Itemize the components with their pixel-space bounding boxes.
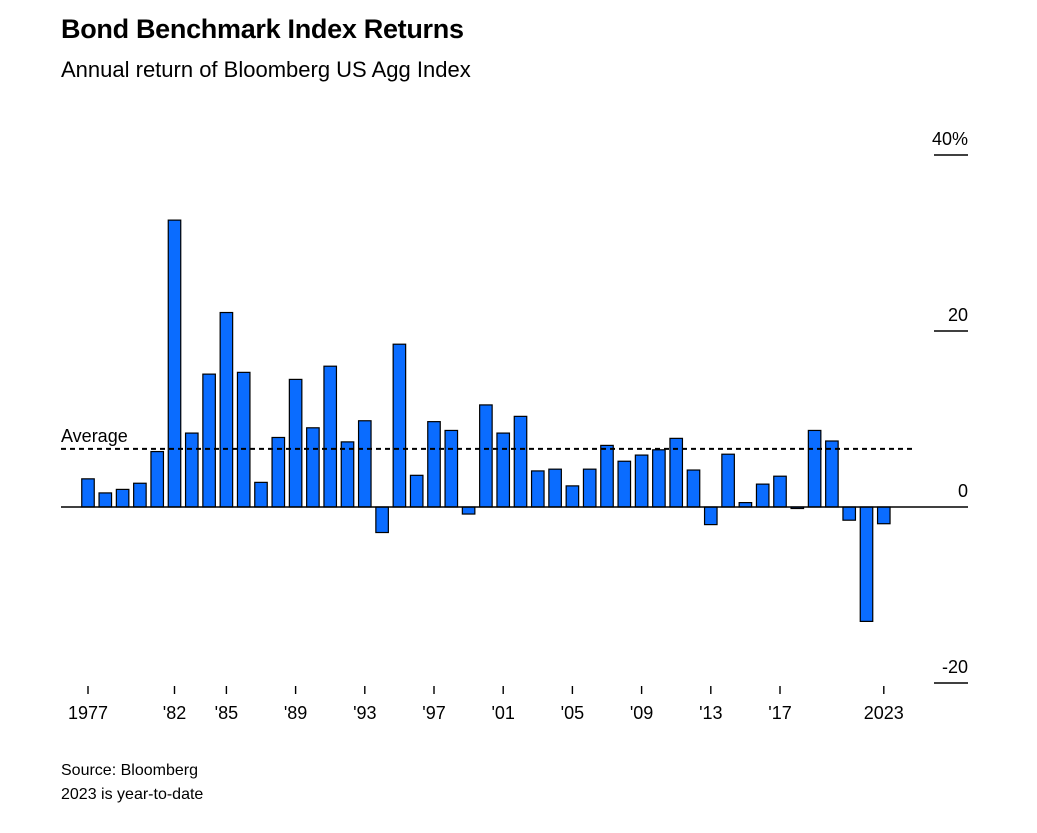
bar-1992 [340, 441, 355, 508]
x-tick-label: 2023 [864, 703, 904, 723]
ytd-note: 2023 is year-to-date [61, 786, 204, 803]
x-tick-label: '01 [491, 703, 514, 723]
bar-1978 [98, 492, 113, 508]
x-tick-label: '13 [699, 703, 722, 723]
bar-1996 [409, 474, 424, 508]
bar-1984 [202, 373, 216, 508]
bar-2012 [686, 469, 701, 508]
bar-1981 [150, 450, 165, 508]
y-tick-label: 40% [932, 129, 968, 149]
bar-2013 [703, 506, 718, 526]
x-tick-label: '97 [422, 703, 445, 723]
bar-1977 [81, 478, 95, 508]
x-tick-label: '85 [215, 703, 238, 723]
x-tick-label: '05 [561, 703, 584, 723]
bar-1990 [306, 427, 320, 508]
x-tick-label: 1977 [68, 703, 108, 723]
bar-2020 [825, 440, 839, 508]
bar-1979 [115, 488, 130, 508]
source-note: Source: Bloomberg [61, 762, 198, 779]
bar-2003 [530, 470, 545, 508]
bar-1999 [461, 506, 476, 515]
bar-2023 [876, 506, 891, 525]
bar-2000 [479, 404, 493, 508]
bar-2022 [859, 506, 874, 623]
x-tick-label: '17 [768, 703, 791, 723]
bar-1982 [167, 219, 182, 508]
x-tick-label: '82 [163, 703, 186, 723]
y-tick-label: -20 [942, 657, 968, 677]
x-tick-label: '89 [284, 703, 307, 723]
bar-1993 [357, 420, 372, 508]
bar-2008 [617, 460, 632, 508]
bar-2017 [773, 475, 787, 508]
bar-1995 [392, 343, 407, 508]
bar-1997 [427, 421, 441, 508]
bar-1986 [236, 371, 251, 508]
bar-2019 [807, 429, 822, 508]
x-tick-label: '09 [630, 703, 653, 723]
bar-1983 [184, 432, 199, 508]
bar-2009 [634, 454, 649, 508]
y-tick-label: 20 [948, 305, 968, 325]
y-axis: 40% 20 0 -20 [932, 129, 968, 684]
bar-2005 [565, 485, 580, 508]
bar-2010 [652, 449, 666, 508]
bar-2014 [721, 453, 735, 508]
bar-1985 [219, 311, 234, 508]
bar-2004 [548, 468, 562, 508]
x-axis: 1977 '82 '85 '89 '93 '97 '01 '05 '09 '13 '17 2023 [68, 686, 904, 723]
bar-2006 [582, 468, 597, 508]
bar-1987 [254, 481, 268, 508]
bar-1989 [288, 378, 303, 508]
bar-1980 [133, 482, 147, 508]
bar-1991 [323, 365, 338, 508]
bar-2016 [755, 483, 770, 508]
average-label: Average [61, 426, 128, 446]
bar-2021 [842, 506, 857, 521]
bar-2007 [600, 444, 614, 508]
y-tick-label: 0 [958, 481, 968, 501]
bar-2001 [496, 432, 511, 508]
bar-1994 [375, 506, 389, 534]
bar-1988 [271, 436, 286, 508]
bar-2002 [513, 415, 528, 508]
bar-1998 [444, 429, 459, 508]
bars-layer [81, 219, 891, 623]
chart-subtitle: Annual return of Bloomberg US Agg Index [61, 57, 471, 82]
x-tick-label: '93 [353, 703, 376, 723]
chart-title: Bond Benchmark Index Returns [61, 14, 464, 44]
